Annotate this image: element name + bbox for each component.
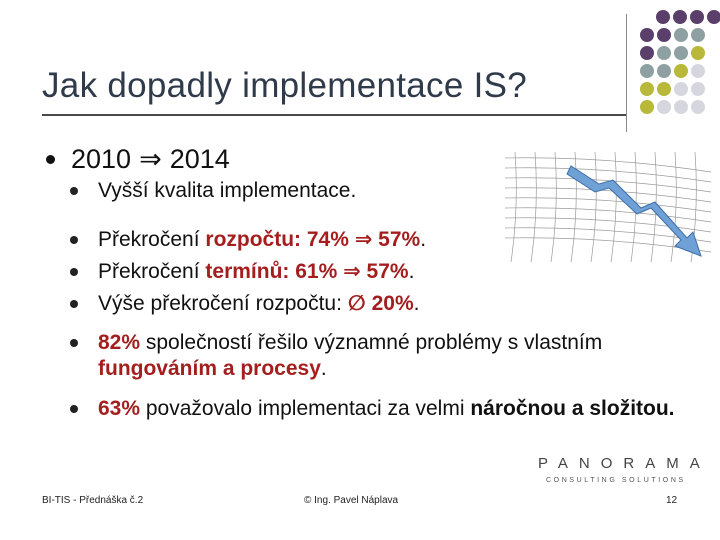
- bullet-level1: 2010 ⇒ 2014: [46, 144, 230, 175]
- emphasis-text: ∅ 20%: [347, 292, 414, 315]
- emphasis-text: 82%: [98, 331, 141, 354]
- decorative-dot: [657, 28, 671, 42]
- decorative-dot: [673, 10, 687, 24]
- bullet-text: Překročení termínů: 61% ⇒ 57%.: [98, 259, 698, 285]
- decorative-dot: [690, 10, 704, 24]
- footer-author: © Ing. Pavel Náplava: [304, 495, 399, 506]
- decorative-dot: [674, 28, 688, 42]
- decorative-dot: [691, 82, 705, 96]
- plain-text: považovalo implementaci za velmi: [140, 397, 471, 420]
- decorative-dot: [656, 10, 670, 24]
- decorative-dot: [674, 46, 688, 60]
- emphasis-text: termínů: 61% ⇒ 57%: [205, 260, 409, 283]
- panorama-logo: PANORAMA CONSULTING SOLUTIONS: [538, 455, 700, 491]
- plain-text: .: [413, 292, 420, 315]
- footer-course: BI-TIS - Přednáška č.2: [42, 495, 144, 506]
- bullet-icon: [70, 236, 78, 244]
- implies-arrow-icon: ⇒: [139, 144, 162, 175]
- title-underline: [42, 114, 626, 116]
- year-to: 2014: [169, 144, 230, 174]
- decorative-dot: [657, 46, 671, 60]
- emphasis-text: fungováním a procesy: [98, 357, 321, 380]
- bullet-icon: [70, 268, 78, 276]
- decorative-dot: [640, 64, 654, 78]
- decorative-dot: [674, 82, 688, 96]
- plain-text: společností řešilo významné problémy s v…: [140, 331, 603, 354]
- bullet-text: Vyšší kvalita implementace.: [98, 178, 698, 204]
- decorative-dot: [657, 100, 671, 114]
- emphasis-text: rozpočtu: 74% ⇒ 57%: [205, 228, 421, 251]
- plain-text: .: [320, 357, 327, 380]
- decorative-dot: [691, 46, 705, 60]
- plain-text: Překročení: [98, 228, 206, 251]
- bullet-text: 63% považovalo implementaci za velmi nár…: [98, 396, 698, 422]
- bold-text: náročnou a složitou.: [470, 397, 675, 420]
- decorative-dot: [640, 46, 654, 60]
- plain-text: Výše překročení rozpočtu:: [98, 292, 348, 315]
- decorative-dot: [674, 64, 688, 78]
- decorative-dot: [657, 64, 671, 78]
- decorative-dot: [691, 28, 705, 42]
- bullet-text: Výše překročení rozpočtu: ∅ 20%.: [98, 291, 698, 317]
- bullet-icon: [46, 155, 55, 164]
- decorative-dot: [707, 10, 720, 24]
- page-number: 12: [666, 495, 678, 506]
- emphasis-text: 63%: [98, 397, 141, 420]
- bullet-icon: [70, 300, 78, 308]
- decorative-dot: [691, 64, 705, 78]
- decorative-dot: [640, 100, 654, 114]
- logo-wordmark: PANORAMA: [538, 455, 711, 472]
- plain-text: .: [408, 260, 415, 283]
- decorative-dot: [657, 82, 671, 96]
- bullet-text: Překročení rozpočtu: 74% ⇒ 57%.: [98, 227, 698, 253]
- bullet-icon: [70, 405, 78, 413]
- logo-tagline: CONSULTING SOLUTIONS: [546, 477, 686, 484]
- decorative-dot: [640, 82, 654, 96]
- decorative-dot: [640, 28, 654, 42]
- bullet-icon: [70, 187, 78, 195]
- decorative-dot: [674, 100, 688, 114]
- decorative-dot: [691, 100, 705, 114]
- bullet-icon: [70, 339, 78, 347]
- plain-text: .: [420, 228, 427, 251]
- vertical-divider: [626, 14, 627, 132]
- declining-chart-image: [505, 152, 711, 262]
- plain-text: Vyšší kvalita implementace.: [98, 179, 357, 202]
- plain-text: Překročení: [98, 260, 206, 283]
- slide-title: Jak dopadly implementace IS?: [42, 66, 528, 105]
- bullet-text: 82% společností řešilo významné problémy…: [98, 330, 698, 382]
- year-from: 2010: [71, 144, 132, 174]
